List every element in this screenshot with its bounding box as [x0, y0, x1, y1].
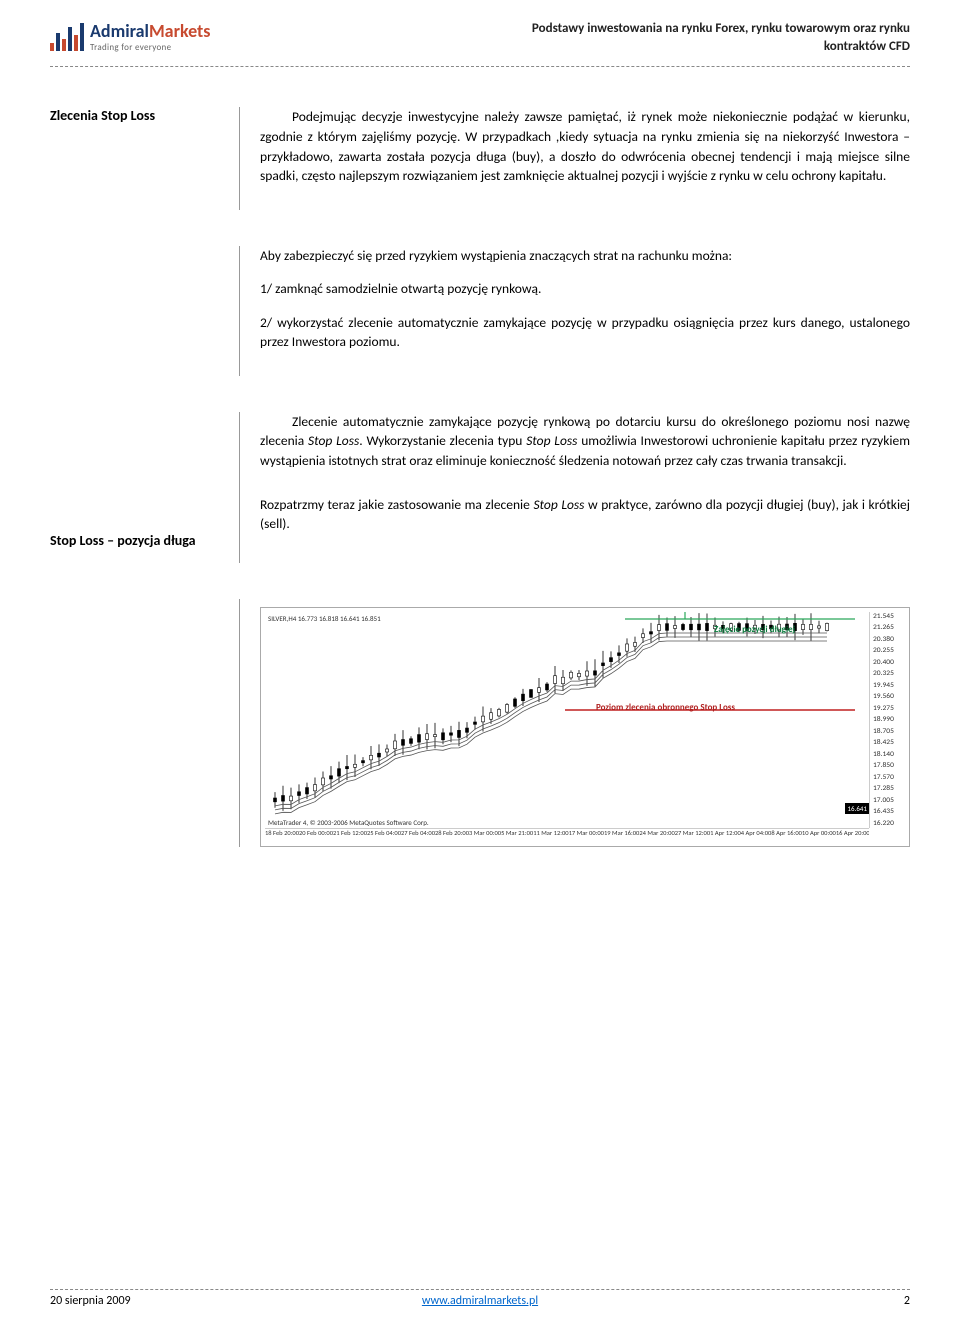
para-option-2: 2/ wykorzystać zlecenie automatycznie za… — [260, 313, 910, 352]
chart-frame: SILVER,H4 16.773 16.818 16.641 16.851 Za… — [260, 607, 910, 847]
para-option-1: 1/ zamknąć samodzielnie otwartą pozycję … — [260, 279, 910, 299]
chart-y-axis: 21.54521.26520.38020.25520.40020.32519.9… — [869, 612, 905, 828]
section-stop-loss-intro: Zlecenia Stop Loss Podejmując decyzje in… — [50, 107, 910, 209]
logo: AdmiralMarkets Trading for everyone — [50, 20, 210, 53]
sidebar: Stop Loss – pozycja długa — [50, 412, 240, 563]
chart-stoploss-label: Poziom zlecenia obronnego Stop Loss — [596, 702, 735, 713]
sidebar: Zlecenia Stop Loss — [50, 107, 240, 209]
doc-title: Podstawy inwestowania na rynku Forex, ry… — [230, 20, 910, 56]
logo-text: AdmiralMarkets Trading for everyone — [90, 20, 210, 53]
sidebar — [50, 246, 240, 376]
chart-container: SILVER,H4 16.773 16.818 16.641 16.851 Za… — [240, 599, 910, 847]
para-sl-def: Zlecenie automatycznie zamykające pozycj… — [260, 412, 910, 471]
doc-title-line2: kontraktów CFD — [230, 38, 910, 56]
section-body: Podejmując decyzje inwestycyjne należy z… — [240, 107, 910, 209]
sidebar-title-1: Zlecenia Stop Loss — [50, 107, 233, 124]
page-footer: 20 sierpnia 2009 www.admiralmarkets.pl 2 — [50, 1289, 910, 1308]
section-body: Zlecenie automatycznie zamykające pozycj… — [240, 412, 910, 563]
para-sl-practice: Rozpatrzmy teraz jakie zastosowanie ma z… — [260, 495, 910, 534]
brand-tagline: Trading for everyone — [90, 42, 210, 53]
section-long-position: Stop Loss – pozycja długa Zlecenie autom… — [50, 412, 910, 563]
para-options-lead: Aby zabezpieczyć się przed ryzykiem wyst… — [260, 246, 910, 266]
chart-price-tag: 16.641 — [845, 803, 869, 814]
section-body: Aby zabezpieczyć się przed ryzykiem wyst… — [240, 246, 910, 376]
section-chart: SILVER,H4 16.773 16.818 16.641 16.851 Za… — [50, 599, 910, 847]
sidebar-title-2: Stop Loss – pozycja długa — [50, 532, 233, 549]
logo-icon — [50, 23, 84, 51]
para-intro: Podejmując decyzje inwestycyjne należy z… — [260, 107, 910, 185]
footer-url[interactable]: www.admiralmarkets.pl — [50, 1294, 910, 1308]
brand-part2: Markets — [149, 20, 211, 42]
doc-title-line1: Podstawy inwestowania na rynku Forex, ry… — [230, 20, 910, 38]
section-options: Aby zabezpieczyć się przed ryzykiem wyst… — [50, 246, 910, 376]
chart-copyright: MetaTrader 4, © 2003-2006 MetaQuotes Sof… — [268, 818, 429, 827]
chart-svg — [265, 612, 865, 828]
price-chart: SILVER,H4 16.773 16.818 16.641 16.851 Za… — [265, 612, 905, 842]
chart-x-axis: 18 Feb 20:0020 Feb 00:0021 Feb 12:0025 F… — [265, 828, 869, 842]
brand-part1: Admiral — [90, 20, 149, 42]
sidebar — [50, 599, 240, 847]
page-header: AdmiralMarkets Trading for everyone Pods… — [50, 20, 910, 67]
chart-entry-label: Zajęcie pozycji długiej — [714, 624, 795, 635]
